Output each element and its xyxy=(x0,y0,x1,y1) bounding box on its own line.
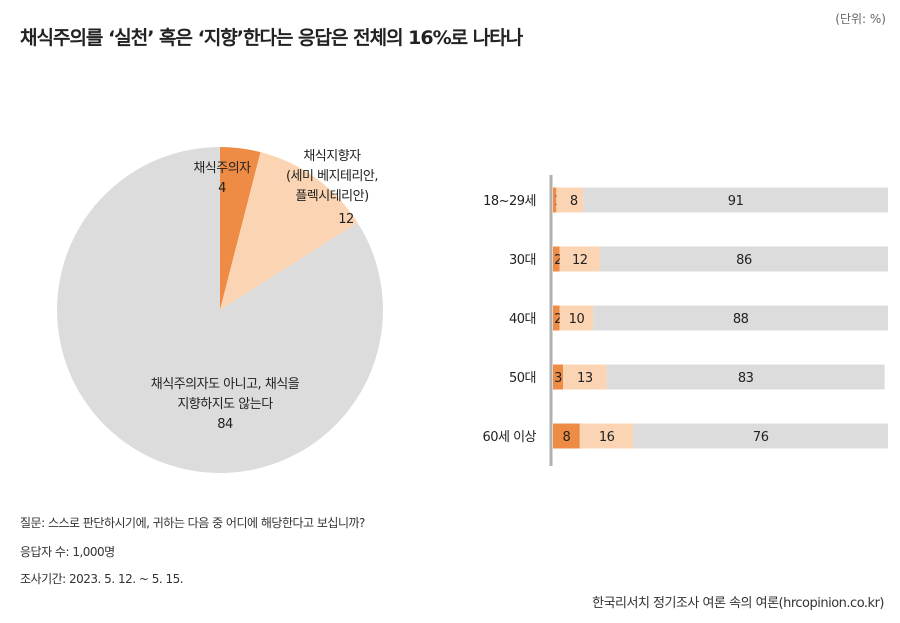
bar-segment xyxy=(593,305,888,331)
pie-value-label: 12 xyxy=(338,212,354,227)
question-note: 질문: 스스로 판단하시기에, 귀하는 다음 중 어디에 해당한다고 보십니까? xyxy=(20,516,365,530)
pie-slice-label: 채식주의자도 아니고, 채식을 xyxy=(151,377,300,392)
bar-value-label: 2 xyxy=(554,253,562,268)
chart-title: 채식주의를 ‘실천’ 혹은 ‘지향’한다는 응답은 전체의 16%로 나타나 xyxy=(20,27,523,49)
bar-segment xyxy=(553,305,560,331)
pie-slice-label: 지향하지도 않는다 xyxy=(177,397,273,412)
bar-segment xyxy=(553,423,580,449)
bar-value-label: 91 xyxy=(728,194,744,209)
bar-category-label: 50대 xyxy=(509,371,536,386)
bar-value-label: 76 xyxy=(753,430,769,445)
bar-segment xyxy=(599,246,888,272)
pie-slice-label: 플렉시테리안) xyxy=(295,189,368,204)
pie-slice xyxy=(220,147,261,310)
bar-value-label: 83 xyxy=(738,371,754,386)
bar-segment xyxy=(556,187,584,213)
pie-slice-label: 채식주의자 xyxy=(193,161,251,176)
bar-value-label: 88 xyxy=(733,312,749,327)
bar-segment xyxy=(553,364,564,390)
bar-segment xyxy=(553,246,560,272)
bar-value-label: 3 xyxy=(554,371,562,386)
bar-segment xyxy=(633,423,888,449)
bar-category-label: 40대 xyxy=(509,312,536,327)
pie-value-label: 4 xyxy=(218,181,226,196)
bar-category-label: 60세 이상 xyxy=(482,430,536,445)
period-note: 조사기간: 2023. 5. 12. ~ 5. 15. xyxy=(20,572,184,586)
pie-slice-label: (세미 베지테리안, xyxy=(286,169,378,184)
bar-category-label: 18~29세 xyxy=(483,194,536,209)
bar-segment xyxy=(583,187,888,213)
bar-value-label: 2 xyxy=(554,312,562,327)
bar-value-label: 10 xyxy=(569,312,585,327)
bar-value-label: 86 xyxy=(736,253,752,268)
bar-segment xyxy=(606,364,885,390)
pie-slice xyxy=(220,152,358,310)
bar-value-label: 13 xyxy=(577,371,593,386)
bar-segment xyxy=(559,246,600,272)
bar-segment xyxy=(563,364,607,390)
source-credit: 한국리서치 정기조사 여론 속의 여론(hrcopinion.co.kr) xyxy=(592,596,884,611)
bar-value-label: 8 xyxy=(563,430,571,445)
bar-segment xyxy=(553,187,557,213)
respondents-note: 응답자 수: 1,000명 xyxy=(20,545,115,559)
unit-label: (단위: %) xyxy=(835,12,886,26)
bar-segment xyxy=(579,423,634,449)
bar-segment xyxy=(559,305,594,331)
pie-value-label: 84 xyxy=(217,417,233,432)
bar-value-label: 12 xyxy=(572,253,588,268)
bar-category-label: 30대 xyxy=(509,253,536,268)
pie-slice xyxy=(57,147,384,473)
pie-slice-label: 채식지향자 xyxy=(303,149,361,164)
bar-value-label: 16 xyxy=(599,430,615,445)
bar-value-label: 8 xyxy=(570,194,578,209)
